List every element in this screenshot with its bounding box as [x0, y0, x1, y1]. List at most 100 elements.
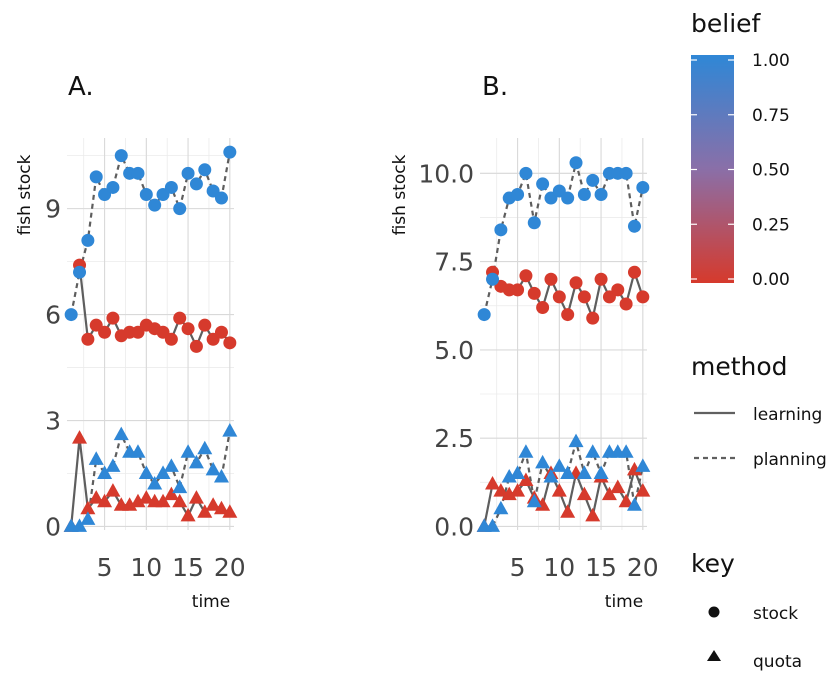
quota-point — [576, 465, 592, 479]
stock-point — [594, 272, 608, 286]
panel-title: B. — [482, 72, 508, 102]
stock-point — [181, 322, 195, 336]
stock-point — [131, 166, 145, 180]
stock-point — [114, 149, 128, 163]
stock-point — [586, 311, 600, 325]
stock-point — [586, 173, 600, 187]
legend-title: method — [691, 352, 788, 381]
stock-point — [189, 177, 203, 191]
data-points — [63, 145, 238, 532]
quota-point — [138, 465, 154, 479]
colorbar-ticks: 1.00 0.75 0.50 0.25 0.00 — [691, 51, 790, 290]
quota-point — [163, 486, 179, 501]
x-tick-label: 20 — [214, 553, 246, 582]
stock-point — [536, 301, 550, 315]
stock-point — [536, 177, 550, 191]
stock-point — [81, 332, 95, 346]
quota-point — [485, 476, 501, 490]
quota-point — [105, 458, 121, 472]
legend-title: key — [691, 549, 735, 578]
stock-point — [64, 308, 78, 322]
colorbar-tick-label: 0.50 — [752, 161, 790, 181]
quota-point — [568, 433, 584, 448]
quota-point — [551, 458, 567, 472]
stock-point — [527, 216, 541, 230]
legend-belief: belief 1.00 0.75 0.50 0.25 0.00 — [691, 9, 790, 290]
quota-point — [197, 504, 213, 518]
colorbar — [691, 55, 734, 283]
quota-point — [601, 486, 617, 501]
x-tick-labels: 5 10 15 20 — [97, 553, 246, 582]
stock-point — [636, 290, 650, 304]
quota-point — [518, 472, 534, 487]
quota-point — [593, 465, 609, 479]
quota-point — [180, 444, 196, 458]
stock-point — [214, 325, 228, 339]
quota-point — [213, 468, 229, 483]
stock-point — [223, 336, 237, 350]
y-tick-label: 7.5 — [434, 248, 474, 277]
quota-point — [626, 461, 642, 476]
x-tick-label: 5 — [510, 553, 526, 582]
x-tick-label: 20 — [627, 553, 659, 582]
quota-point — [172, 479, 188, 494]
stock-point — [594, 188, 608, 202]
quota-point — [493, 483, 509, 497]
panel-b: B. fish stock time 0.0 2.5 5.0 7.5 10.0 5 10 1… — [390, 72, 659, 612]
legend-title: belief — [691, 9, 762, 38]
quota-point — [576, 486, 592, 501]
colorbar-tick-label: 0.25 — [752, 215, 790, 235]
colorbar-tick-label: 0.75 — [752, 106, 790, 126]
x-tick-label: 10 — [130, 553, 162, 582]
quota-point — [560, 504, 576, 518]
x-axis-label: time — [192, 592, 230, 612]
stock-point — [577, 290, 591, 304]
quota-point — [172, 493, 188, 508]
x-tick-label: 15 — [585, 553, 617, 582]
quota-point — [543, 468, 559, 483]
y-tick-label: 2.5 — [434, 424, 474, 453]
quota-point — [222, 423, 238, 437]
stock-point — [511, 188, 525, 202]
stock-point — [81, 233, 95, 247]
quota-point — [510, 465, 526, 479]
stock-point — [486, 272, 500, 286]
x-tick-label: 15 — [172, 553, 204, 582]
legend-item-stock: stock — [753, 604, 798, 624]
stock-shape-key — [708, 606, 720, 618]
stock-point — [89, 170, 103, 184]
quota-point — [493, 500, 509, 515]
quota-point — [197, 440, 213, 455]
quota-point — [213, 500, 229, 515]
quota-point — [188, 454, 204, 469]
quota-point — [626, 497, 642, 511]
quota-point — [80, 511, 96, 525]
stock-point — [519, 166, 533, 180]
stock-point — [561, 308, 575, 322]
quota-point — [526, 493, 542, 508]
quota-point — [155, 465, 171, 479]
y-tick-labels: 0.0 2.5 5.0 7.5 10.0 — [418, 159, 474, 541]
quota-point — [610, 479, 626, 494]
quota-point — [510, 483, 526, 497]
stock-point — [611, 283, 625, 297]
stock-point — [494, 223, 508, 237]
y-tick-label: 0 — [45, 512, 61, 541]
panel-title: A. — [68, 72, 94, 102]
quota-point — [635, 458, 651, 472]
quota-point — [205, 461, 221, 476]
stock-point — [619, 166, 633, 180]
colorbar-tick-label: 1.00 — [752, 51, 790, 71]
stock-point — [106, 180, 120, 194]
stock-point — [198, 318, 212, 332]
legend-key: key stock quota — [691, 549, 802, 672]
x-tick-labels: 5 10 15 20 — [510, 553, 659, 582]
stock-point — [577, 188, 591, 202]
y-tick-label: 0.0 — [434, 512, 474, 541]
legend-method: method learning planning — [691, 352, 827, 470]
quota-point — [163, 458, 179, 472]
stock-point — [561, 191, 575, 205]
quota-point — [518, 444, 534, 458]
stock-point — [139, 188, 153, 202]
panel-a: A. fish stock time 0 3 6 9 5 10 15 20 — [15, 72, 246, 612]
